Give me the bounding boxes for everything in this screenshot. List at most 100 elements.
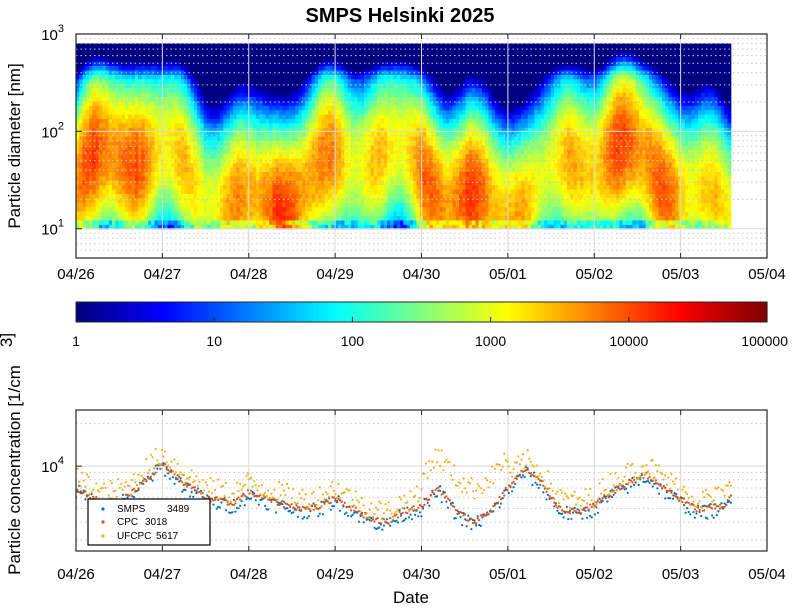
heatmap-cell xyxy=(373,105,378,111)
heatmap-cell xyxy=(252,206,257,212)
heatmap-cell xyxy=(242,211,247,217)
heatmap-cell xyxy=(328,202,332,208)
heatmap-cell xyxy=(98,197,103,203)
heatmap-cell xyxy=(285,184,290,190)
heatmap-cell xyxy=(118,114,123,120)
heatmap-cell xyxy=(350,219,355,225)
heatmap-cell xyxy=(285,224,290,230)
heatmap-cell xyxy=(174,114,179,120)
heatmap-cell xyxy=(154,100,159,106)
heatmap-cell xyxy=(357,162,362,168)
heatmap-cell xyxy=(396,74,401,80)
heatmap-cell xyxy=(180,109,185,115)
heatmap-cell xyxy=(105,189,110,195)
heatmap-cell xyxy=(161,211,165,217)
heatmap-cell xyxy=(167,78,172,84)
heatmap-cell xyxy=(233,144,237,150)
heatmap-cell xyxy=(259,219,264,225)
heatmap-cell xyxy=(269,56,274,62)
heatmap-cell xyxy=(282,43,287,49)
heatmap-cell xyxy=(131,69,136,75)
heatmap-cell xyxy=(459,96,463,102)
heatmap-cell xyxy=(98,184,103,190)
heatmap-cell xyxy=(76,189,80,195)
heatmap-cell xyxy=(121,175,126,181)
heatmap-cell xyxy=(314,83,319,89)
heatmap-cell xyxy=(174,96,179,102)
heatmap-cell xyxy=(347,87,352,93)
heatmap-cell xyxy=(246,153,251,159)
heatmap-cell xyxy=(256,56,260,62)
heatmap-cell xyxy=(180,52,185,58)
heatmap-cell xyxy=(229,206,234,212)
heatmap-cell xyxy=(373,219,378,225)
heatmap-cell xyxy=(112,180,116,186)
heatmap-cell xyxy=(242,206,247,212)
heatmap-cell xyxy=(383,162,388,168)
heatmap-cell xyxy=(223,171,228,177)
heatmap-cell xyxy=(452,43,457,49)
heatmap-cell xyxy=(170,224,175,230)
heatmap-cell xyxy=(406,149,411,155)
heatmap-cell xyxy=(148,193,152,199)
heatmap-cell xyxy=(249,149,254,155)
heatmap-cell xyxy=(423,78,427,84)
heatmap-cell xyxy=(154,109,159,115)
heatmap-cell xyxy=(442,109,447,115)
heatmap-cell xyxy=(409,56,414,62)
heatmap-cell xyxy=(409,96,414,102)
heatmap-cell xyxy=(324,47,329,53)
heatmap-cell xyxy=(318,219,323,225)
heatmap-cell xyxy=(105,69,110,75)
heatmap-cell xyxy=(138,175,143,181)
heatmap-cell xyxy=(151,202,156,208)
heatmap-cell xyxy=(92,105,97,111)
heatmap-cell xyxy=(377,74,382,80)
heatmap-cell xyxy=(377,175,382,181)
heatmap-cell xyxy=(85,43,90,49)
heatmap-cell xyxy=(272,118,277,124)
heatmap-cell xyxy=(462,56,467,62)
heatmap-cell xyxy=(455,149,460,155)
heatmap-cell xyxy=(396,78,401,84)
heatmap-cell xyxy=(138,87,143,93)
heatmap-cell xyxy=(246,166,251,172)
heatmap-cell xyxy=(148,197,152,203)
heatmap-cell xyxy=(442,87,447,93)
heatmap-cell xyxy=(413,65,418,71)
heatmap-cell xyxy=(455,162,460,168)
heatmap-cell xyxy=(278,83,283,89)
heatmap-cell xyxy=(259,162,264,168)
heatmap-cell xyxy=(141,47,146,53)
heatmap-cell xyxy=(206,118,211,124)
heatmap-cell xyxy=(301,136,306,142)
heatmap-cell xyxy=(436,61,440,67)
heatmap-cell xyxy=(256,127,260,133)
heatmap-cell xyxy=(229,65,234,71)
heatmap-cell xyxy=(259,100,264,106)
heatmap-cell xyxy=(390,109,395,115)
heatmap-cell xyxy=(278,105,283,111)
heatmap-cell xyxy=(233,166,237,172)
heatmap-cell xyxy=(350,118,355,124)
heatmap-cell xyxy=(354,206,359,212)
heatmap-cell xyxy=(157,43,162,49)
heatmap-cell xyxy=(393,131,398,137)
heatmap-cell xyxy=(331,149,336,155)
heatmap-cell xyxy=(154,87,159,93)
heatmap-cell xyxy=(357,140,362,146)
heatmap-cell xyxy=(206,100,211,106)
heatmap-cell xyxy=(459,136,463,142)
heatmap-cell xyxy=(452,47,457,53)
heatmap-cell xyxy=(278,127,283,133)
heatmap-cell xyxy=(439,91,444,97)
heatmap-cell xyxy=(79,131,84,137)
heatmap-cell xyxy=(377,105,382,111)
heatmap-cell xyxy=(308,96,313,102)
heatmap-cell xyxy=(416,206,421,212)
heatmap-cell xyxy=(125,105,129,111)
heatmap-cell xyxy=(429,131,434,137)
heatmap-cell xyxy=(233,197,237,203)
heatmap-cell xyxy=(328,78,332,84)
heatmap-cell xyxy=(226,83,231,89)
